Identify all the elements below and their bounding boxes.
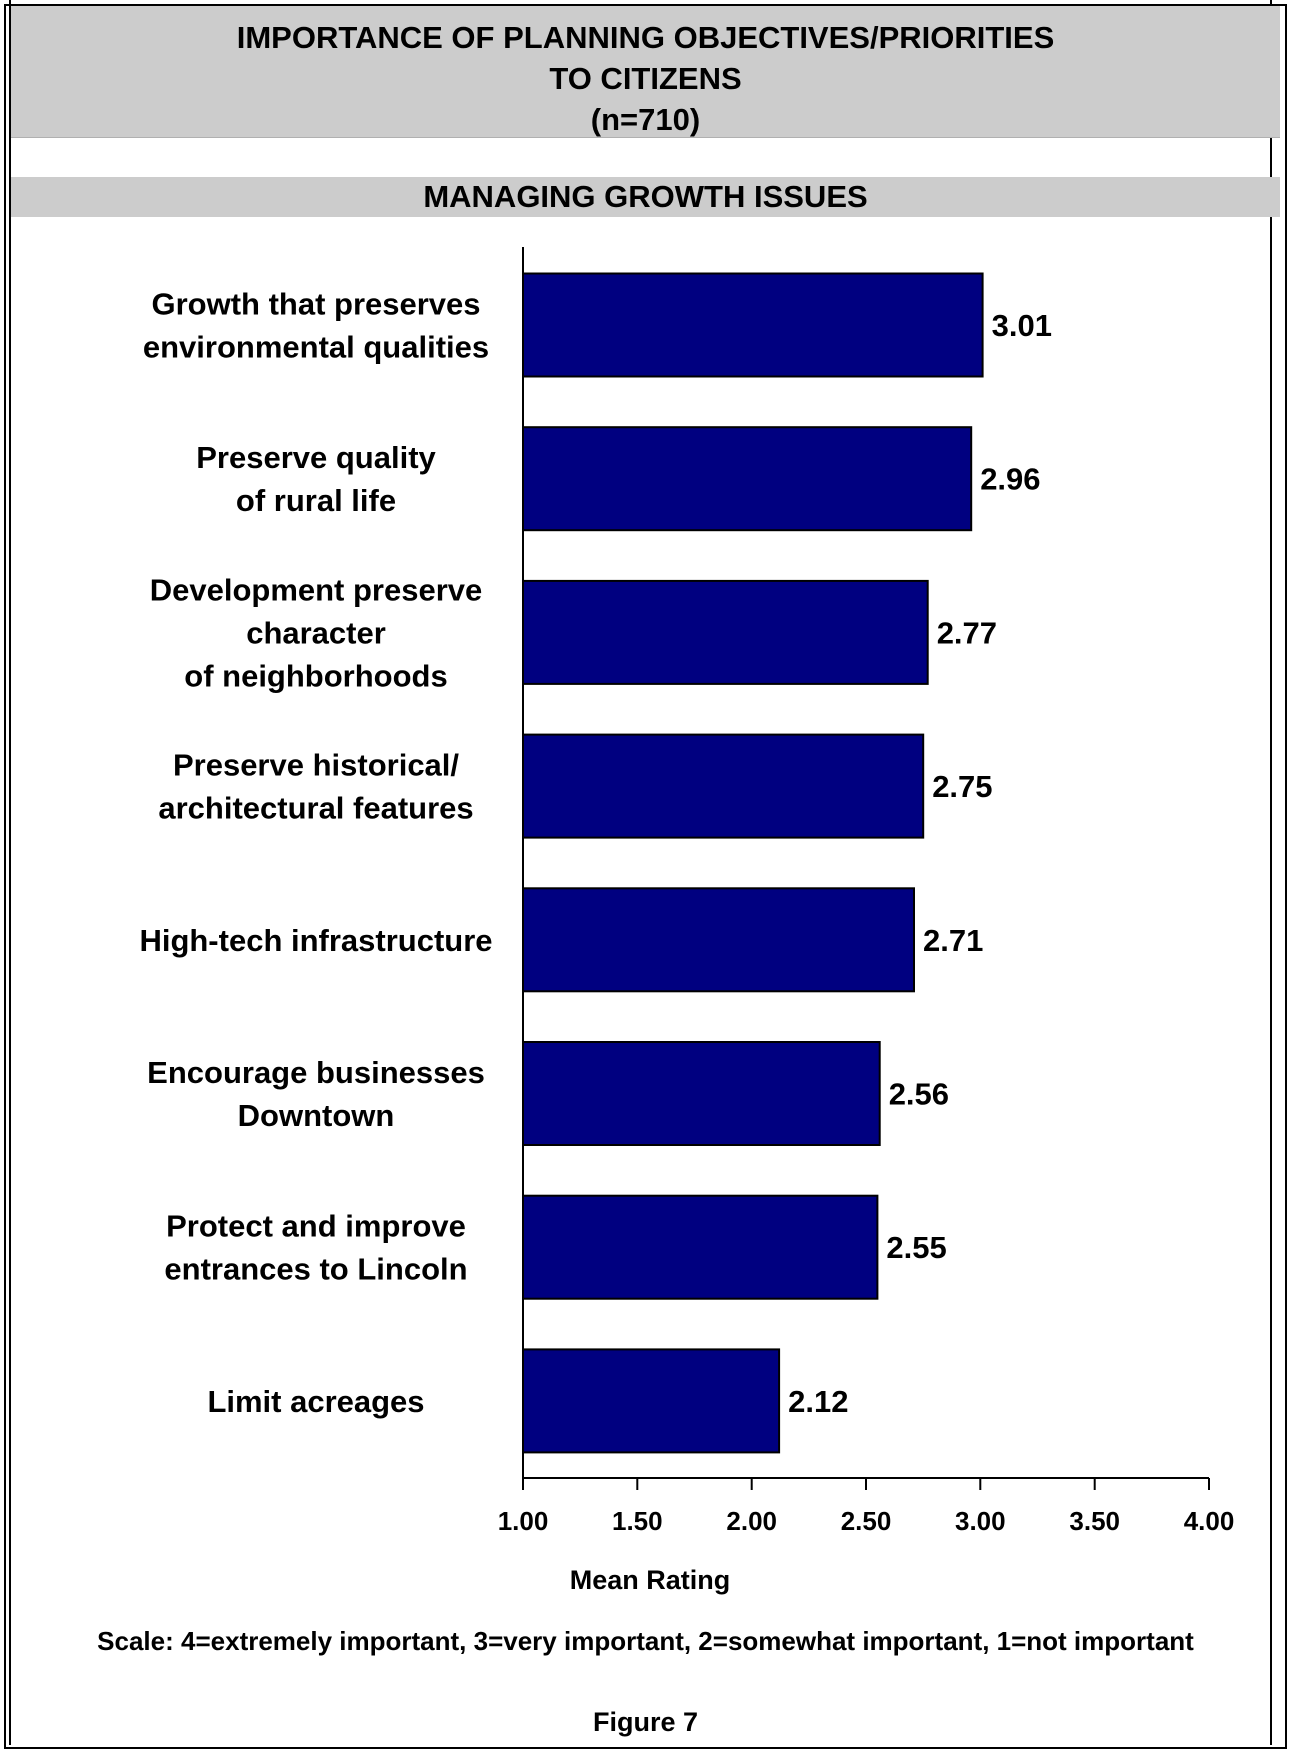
chart-title-line-2: TO CITIZENS <box>549 61 742 96</box>
data-label: 2.12 <box>788 1384 848 1419</box>
x-tick-label: 4.00 <box>1184 1506 1235 1536</box>
x-tick-label: 3.50 <box>1069 1506 1120 1536</box>
data-label: 2.71 <box>923 923 983 958</box>
chart-title-line-1: IMPORTANCE OF PLANNING OBJECTIVES/PRIORI… <box>236 20 1055 55</box>
category-label: Protect and improve entrances to Lincoln <box>164 1209 467 1287</box>
x-tick-label: 1.50 <box>612 1506 663 1536</box>
x-tick-label: 1.00 <box>498 1506 549 1536</box>
data-label: 2.75 <box>932 769 992 804</box>
data-label: 2.55 <box>886 1230 946 1265</box>
inner-frame <box>9 0 1272 1745</box>
x-tick-label: 3.00 <box>955 1506 1006 1536</box>
category-label: High-tech infrastructure <box>139 923 492 958</box>
bar <box>522 1194 879 1300</box>
data-label: 2.77 <box>937 615 997 650</box>
bar <box>522 1348 781 1454</box>
bar <box>522 733 925 839</box>
chart-title-line-3: (n=710) <box>590 102 701 137</box>
category-label: Preserve quality of rural life <box>196 440 436 518</box>
category-label: Growth that preserves environmental quali… <box>143 287 489 365</box>
section-band: MANAGING GROWTH ISSUES <box>11 177 1280 217</box>
x-tick-label: 2.00 <box>726 1506 777 1536</box>
x-tick-label: 2.50 <box>841 1506 892 1536</box>
data-label: 3.01 <box>992 308 1052 343</box>
data-label: 2.96 <box>980 462 1040 497</box>
x-axis-label: Mean Rating <box>570 1565 731 1595</box>
bar <box>522 272 984 378</box>
category-label: Limit acreages <box>207 1384 424 1419</box>
scale-note: Scale: 4=extremely important, 3=very imp… <box>97 1626 1194 1656</box>
data-label: 2.56 <box>889 1077 949 1112</box>
bar <box>522 1041 881 1146</box>
bar <box>522 887 915 993</box>
figure-label: Figure 7 <box>592 1707 699 1737</box>
bar <box>522 426 973 532</box>
category-label: Development preserve character of neighbor… <box>150 572 483 693</box>
category-label: Encourage businesses Downtown <box>147 1055 485 1133</box>
category-label: Preserve historical/architectural featur… <box>158 748 473 826</box>
title-band: IMPORTANCE OF PLANNING OBJECTIVES/PRIORI… <box>11 6 1280 138</box>
bar <box>522 579 929 685</box>
section-title: MANAGING GROWTH ISSUES <box>423 179 868 214</box>
